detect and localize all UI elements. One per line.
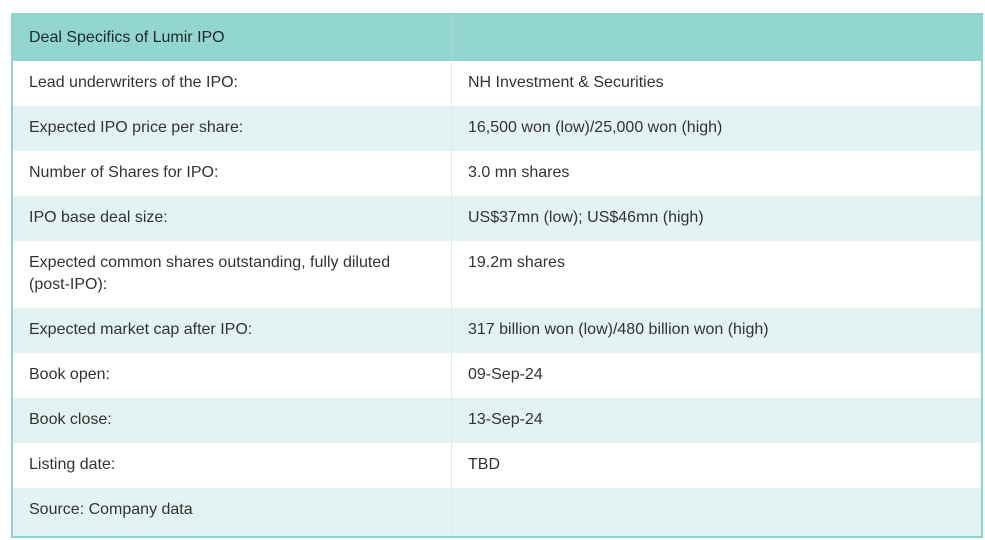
row-value: NH Investment & Securities [468,74,664,91]
table-row: Expected market cap after IPO: 317 billi… [13,308,981,353]
row-label: Book open: [13,353,452,398]
table-row: Book close: 13-Sep-24 [13,398,981,443]
source-note: Source: Company data [13,488,452,536]
row-label: Book close: [13,398,452,443]
deal-specifics-table: Deal Specifics of Lumir IPO Lead underwr… [11,13,983,538]
source-empty-cell [452,488,981,536]
table-row: Listing date: TBD [13,443,981,488]
row-value: 19.2m shares [468,254,565,271]
table-title: Deal Specifics of Lumir IPO [13,15,452,61]
row-value: 09-Sep-24 [468,366,543,383]
table-row: Lead underwriters of the IPO: NH Investm… [13,61,981,106]
row-value: 3.0 mn shares [468,164,570,181]
row-label: Listing date: [13,443,452,488]
table-header-row: Deal Specifics of Lumir IPO [13,15,981,61]
row-value: 16,500 won (low)/25,000 won (high) [468,119,723,136]
table-row: IPO base deal size: US$37mn (low); US$46… [13,196,981,241]
table-row: Expected common shares outstanding, full… [13,241,981,308]
row-label: Expected market cap after IPO: [13,308,452,353]
table-row: Expected IPO price per share: 16,500 won… [13,106,981,151]
table-row: Book open: 09-Sep-24 [13,353,981,398]
row-value: 317 billion won (low)/480 billion won (h… [468,321,769,338]
table-header-empty-cell [452,15,981,61]
row-label: Expected common shares outstanding, full… [13,241,452,308]
source-row: Source: Company data [13,488,981,536]
row-label: IPO base deal size: [13,196,452,241]
row-label: Expected IPO price per share: [13,106,452,151]
row-value: US$37mn (low); US$46mn (high) [468,209,704,226]
table-row: Number of Shares for IPO: 3.0 mn shares [13,151,981,196]
row-label: Number of Shares for IPO: [13,151,452,196]
row-value: TBD [468,456,500,473]
row-label: Lead underwriters of the IPO: [13,61,452,106]
row-value: 13-Sep-24 [468,411,543,428]
